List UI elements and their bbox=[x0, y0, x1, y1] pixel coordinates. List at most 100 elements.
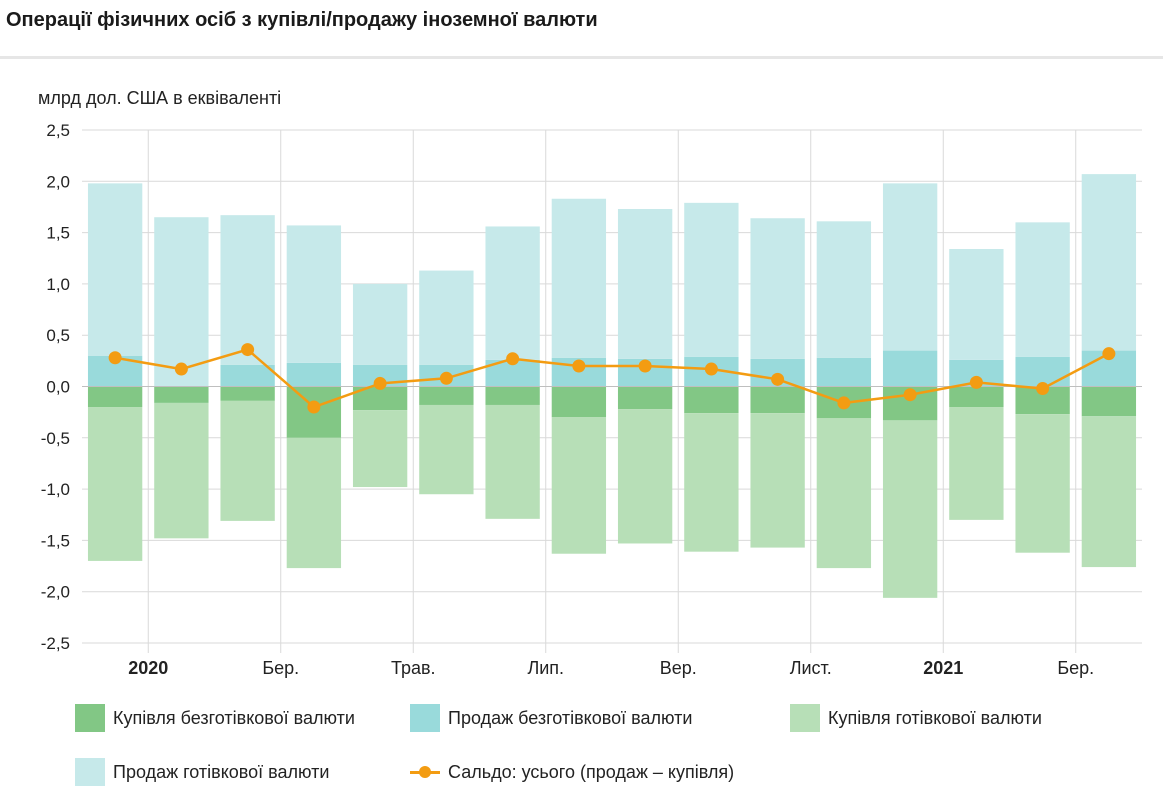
x-tick-label: Бер. bbox=[1057, 658, 1094, 678]
legend-label: Купівля безготівкової валюти bbox=[113, 707, 355, 728]
y-tick-label: 2,5 bbox=[46, 121, 70, 140]
legend-swatch bbox=[410, 704, 440, 732]
bar-segment bbox=[286, 362, 342, 387]
bar-segment bbox=[352, 283, 408, 365]
bar-segment bbox=[882, 350, 938, 387]
balance-point bbox=[771, 372, 785, 386]
balance-point bbox=[506, 352, 520, 366]
legend-item-noncash-sale[interactable]: Продаж безготівкової валюти bbox=[410, 704, 692, 732]
bar-segment bbox=[949, 249, 1004, 360]
bar-segment bbox=[750, 386, 805, 414]
bar-segment bbox=[87, 386, 143, 408]
chart-title: Операції фізичних осіб з купівлі/продажу… bbox=[6, 9, 598, 31]
x-tick-label: Вер. bbox=[660, 658, 697, 678]
bar-segment bbox=[220, 386, 275, 401]
legend-swatch bbox=[75, 704, 105, 732]
x-tick-label: 2021 bbox=[923, 658, 963, 678]
x-tick-label: 2020 bbox=[128, 658, 168, 678]
bar-segment bbox=[286, 225, 342, 363]
bar-segment bbox=[220, 400, 275, 521]
y-tick-label: 2,0 bbox=[46, 172, 70, 191]
bar-segment bbox=[485, 226, 540, 360]
bar-segment bbox=[87, 183, 143, 356]
legend-label: Продаж готівкової валюти bbox=[113, 761, 330, 782]
y-tick-label: -2,0 bbox=[41, 583, 70, 602]
bar-segment bbox=[551, 386, 607, 418]
legend-label: Купівля готівкової валюти bbox=[828, 707, 1042, 728]
x-tick-label: Лист. bbox=[790, 658, 832, 678]
bar-segment bbox=[684, 202, 739, 357]
bar-segment bbox=[286, 437, 342, 569]
y-tick-label: -1,5 bbox=[41, 531, 70, 550]
bar-segment bbox=[684, 413, 739, 552]
bar-segment bbox=[816, 418, 872, 569]
balance-point bbox=[1036, 382, 1050, 396]
legend-label: Сальдо: усього (продаж – купівля) bbox=[448, 761, 735, 782]
balance-point bbox=[108, 351, 122, 365]
bar-segment bbox=[352, 386, 408, 411]
balance-point bbox=[174, 362, 188, 376]
x-tick-label: Бер. bbox=[262, 658, 299, 678]
bar-segment bbox=[154, 217, 209, 387]
bar-segment bbox=[551, 198, 607, 358]
y-tick-label: 0,5 bbox=[46, 326, 70, 345]
bar-segment bbox=[485, 386, 540, 405]
title-divider bbox=[0, 56, 1163, 59]
balance-point bbox=[572, 359, 586, 373]
legend-item-balance[interactable]: Сальдо: усього (продаж – купівля) bbox=[410, 758, 734, 786]
bar-segment bbox=[1015, 356, 1070, 387]
y-axis-unit-label: млрд дол. США в еквіваленті bbox=[38, 88, 282, 108]
x-tick-label: Лип. bbox=[527, 658, 564, 678]
y-tick-label: 1,5 bbox=[46, 224, 70, 243]
bar-segment bbox=[882, 183, 938, 351]
bar-segment bbox=[949, 386, 1004, 408]
chart-balance-line bbox=[108, 343, 1116, 414]
bar-segment bbox=[419, 404, 474, 495]
balance-point bbox=[373, 376, 387, 390]
bar-segment bbox=[750, 218, 805, 359]
bar-segment bbox=[551, 417, 607, 554]
balance-point bbox=[439, 371, 453, 385]
bar-segment bbox=[352, 364, 408, 387]
bar-segment bbox=[882, 420, 938, 598]
legend-item-noncash-purchase[interactable]: Купівля безготівкової валюти bbox=[75, 704, 355, 732]
bar-segment bbox=[220, 215, 275, 365]
bar-segment bbox=[419, 386, 474, 405]
bar-segment bbox=[617, 386, 673, 410]
balance-point bbox=[1102, 347, 1116, 361]
y-tick-label: -0,5 bbox=[41, 429, 70, 448]
bar-segment bbox=[1081, 174, 1137, 351]
legend-item-cash-purchase[interactable]: Купівля готівкової валюти bbox=[790, 704, 1042, 732]
balance-point bbox=[307, 400, 321, 414]
bar-segment bbox=[352, 410, 408, 488]
legend-item-cash-sale[interactable]: Продаж готівкової валюти bbox=[75, 758, 329, 786]
balance-point bbox=[704, 362, 718, 376]
y-tick-label: 0,0 bbox=[46, 378, 70, 397]
bar-segment bbox=[949, 407, 1004, 520]
bar-segment bbox=[154, 386, 209, 403]
balance-point bbox=[969, 375, 983, 389]
bar-segment bbox=[1081, 416, 1137, 568]
bar-segment bbox=[1081, 386, 1137, 417]
bar-segment bbox=[617, 409, 673, 544]
balance-point bbox=[837, 396, 851, 410]
bar-segment bbox=[419, 270, 474, 365]
bar-segment bbox=[220, 364, 275, 387]
y-tick-label: -1,0 bbox=[41, 480, 70, 499]
bar-segment bbox=[816, 357, 872, 387]
x-tick-label: Трав. bbox=[391, 658, 436, 678]
legend-label: Продаж безготівкової валюти bbox=[448, 707, 693, 728]
bar-segment bbox=[816, 221, 872, 358]
y-tick-label: 1,0 bbox=[46, 275, 70, 294]
bar-segment bbox=[750, 413, 805, 548]
chart-grid bbox=[82, 129, 1142, 653]
chart-plot: 2,5 2,0 1,5 1,0 0,5 0,0 -0,5 -1,0 -1,5 -2,0 -2,5 20… bbox=[41, 121, 1142, 678]
legend-swatch bbox=[790, 704, 820, 732]
chart-bars bbox=[82, 174, 1142, 598]
bar-segment bbox=[617, 209, 673, 359]
bar-segment bbox=[87, 407, 143, 561]
balance-line-path bbox=[114, 348, 1110, 409]
balance-point bbox=[903, 388, 917, 402]
bar-segment bbox=[684, 386, 739, 414]
legend-swatch bbox=[75, 758, 105, 786]
